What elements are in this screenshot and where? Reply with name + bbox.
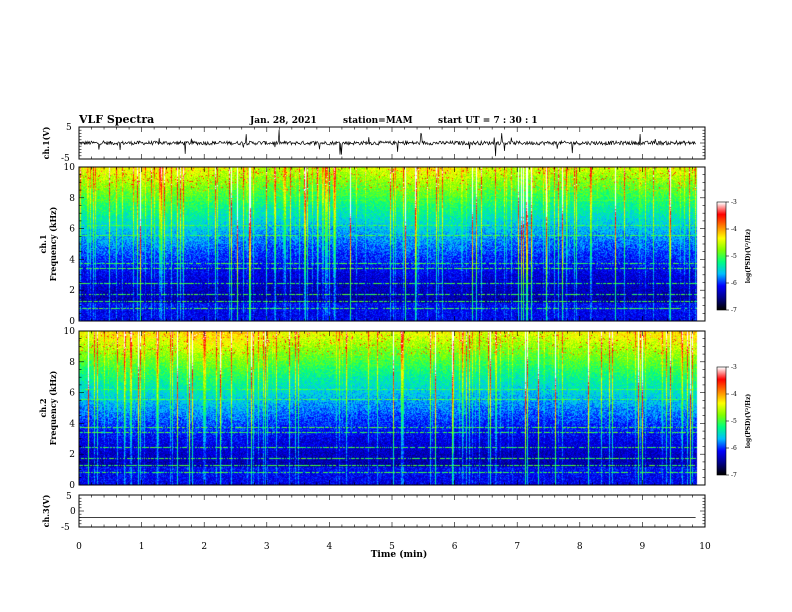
frequency-tick-label: 10: [64, 327, 76, 337]
frequency-tick-label: 4: [69, 419, 75, 429]
ch3-ytick-minus5: -5: [61, 523, 70, 533]
colorbar-tick-label: -3: [731, 199, 737, 206]
ch3-waveform-panel: 5 -5 ch.3(V) 0: [41, 492, 706, 533]
colorbar-tick-label: -6: [731, 445, 737, 452]
station-label: station=MAM: [343, 116, 413, 126]
ch2-spectrogram-ylabel-freq: Frequency (kHz): [48, 370, 58, 445]
x-tick-label: 0: [76, 542, 82, 552]
time-axis-tick-labels: 0 1 2 3 4 5 6 7 8 9 10: [76, 542, 711, 552]
ch1-spectrogram-ylabel-channel: ch.1: [38, 234, 48, 253]
ch2-colorbar-gradient: [717, 367, 726, 475]
x-tick-label: 8: [577, 542, 583, 552]
x-tick-label: 2: [201, 542, 207, 552]
frequency-tick-label: 4: [69, 255, 75, 265]
colorbar-tick-label: -7: [731, 472, 737, 479]
ch1-spectrogram-ylabel-freq: Frequency (kHz): [48, 206, 58, 281]
ch1-spectrogram-image: [79, 167, 705, 321]
ch1-colorbar-gradient: [717, 202, 726, 310]
colorbar-tick-label: -4: [731, 391, 737, 398]
x-tick-label: 5: [389, 542, 395, 552]
frequency-tick-label: 8: [69, 194, 75, 204]
frequency-tick-label: 6: [69, 225, 75, 235]
ch1-waveform-frame: [78, 126, 706, 160]
ch3-waveform-frame: [78, 494, 706, 528]
frequency-tick-label: 0: [69, 317, 75, 327]
ch1-colorbar: -3 -4 -5 -6 -7 log(PSD)(V²/Hz): [716, 199, 752, 314]
x-tick-label: 7: [514, 542, 520, 552]
colorbar-tick-label: -7: [731, 307, 737, 314]
colorbar-tick-label: -5: [731, 418, 737, 425]
ch1-ytick-5: 5: [66, 123, 72, 133]
frequency-tick-label: 2: [69, 450, 75, 460]
time-axis-ticks: [78, 127, 706, 527]
frequency-tick-label: 2: [69, 286, 75, 296]
x-tick-label: 6: [452, 542, 458, 552]
figure-title: VLF Spectra: [78, 113, 154, 126]
x-tick-label: 9: [640, 542, 646, 552]
frequency-tick-label: 8: [69, 358, 75, 368]
start-ut-label: start UT = 7 : 30 : 1: [438, 116, 538, 126]
colorbar-tick-label: -6: [731, 280, 737, 287]
ch2-colorbar: -3 -4 -5 -6 -7 log(PSD)(V²/Hz): [716, 364, 752, 479]
ch2-spectrogram-panel: 0 2 4 6 8 10 ch.2 Frequency (kHz): [38, 327, 706, 491]
ch1-waveform-panel: 5 -5 ch.1(V): [41, 123, 706, 164]
colorbar-tick-label: -4: [731, 226, 737, 233]
ch3-ytick-0: 0: [70, 507, 76, 517]
ch2-spectrogram-ylabel-channel: ch.2: [38, 398, 48, 417]
ch1-waveform-trace: [78, 129, 696, 157]
ch1-ytick-minus5: -5: [61, 154, 70, 164]
ch2-colorbar-label: log(PSD)(V²/Hz): [745, 394, 752, 449]
ch1-colorbar-label: log(PSD)(V²/Hz): [745, 229, 752, 284]
colorbar-tick-label: -3: [731, 364, 737, 371]
x-tick-label: 4: [327, 542, 333, 552]
x-tick-label: 3: [264, 542, 270, 552]
date-label: Jan. 28, 2021: [249, 116, 317, 126]
x-tick-label: 1: [139, 542, 145, 552]
frequency-tick-label: 0: [69, 481, 75, 491]
ch2-spectrogram-image: [79, 331, 705, 485]
ch1-spectrogram-panel: 0 2 4 6 8 10 ch.1 Frequency (kHz): [38, 163, 706, 327]
ch3-ytick-5: 5: [66, 492, 72, 502]
ch1-waveform-ylabel: ch.1(V): [41, 126, 51, 159]
colorbar-tick-label: -5: [731, 253, 737, 260]
frequency-tick-label: 10: [64, 163, 76, 173]
x-tick-label: 10: [699, 542, 711, 552]
ch3-waveform-ylabel: ch.3(V): [41, 494, 51, 527]
frequency-tick-label: 6: [69, 389, 75, 399]
time-axis-label: Time (min): [371, 549, 428, 560]
